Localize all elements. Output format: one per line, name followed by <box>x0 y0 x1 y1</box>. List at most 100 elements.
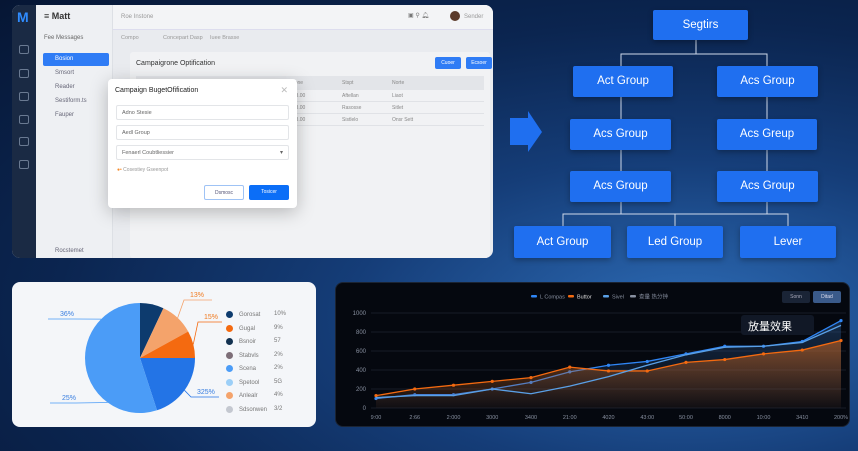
data-point[interactable] <box>645 369 649 373</box>
pie-label: 325% <box>197 389 215 396</box>
flow-root[interactable]: Segtirs <box>653 10 748 40</box>
sidebar-footer[interactable]: Rocstemet <box>55 248 84 254</box>
close-icon[interactable]: ✕ <box>280 85 288 95</box>
leader-line <box>177 299 212 319</box>
y-tick-label: 1000 <box>353 311 367 317</box>
legend-item: Bsnoir 57 <box>226 338 306 345</box>
sidebar: ≡ Matt Fee Messages Bosion Smsort Reader… <box>36 5 113 258</box>
sidebar-item[interactable]: Smsort <box>55 70 75 76</box>
apps-icon[interactable] <box>19 160 29 169</box>
data-point[interactable] <box>684 360 688 364</box>
table-row[interactable]: 303.00 Rasosse Sitlet <box>136 102 484 114</box>
modal-title: Campaign BugetOfification <box>115 87 199 94</box>
note: ●• Cosestiey Gseenpot <box>117 167 168 173</box>
flow-node[interactable]: Acs Group <box>717 66 818 97</box>
detail-button[interactable]: Ditad <box>813 291 841 303</box>
table-row[interactable]: 203.00 Aftellan Liaot <box>136 90 484 102</box>
legend-label[interactable]: L Compas <box>540 295 565 301</box>
box-icon[interactable] <box>19 92 29 101</box>
legend-label[interactable]: 查量 热分钟 <box>639 293 669 301</box>
checklist-icon[interactable] <box>19 137 29 146</box>
data-point[interactable] <box>645 359 649 364</box>
calendar-icon[interactable] <box>19 69 29 78</box>
breadcrumb-item[interactable]: Iuee Brasse <box>210 35 240 41</box>
pie-label: 25% <box>62 395 76 402</box>
avatar[interactable] <box>450 11 460 21</box>
data-point[interactable] <box>413 387 417 391</box>
data-point[interactable] <box>490 379 494 383</box>
flow-node[interactable]: Led Group <box>627 226 723 258</box>
legend-swatch <box>568 295 574 298</box>
flow-node[interactable]: Acs Greup <box>717 119 817 150</box>
zoom-button[interactable]: Sonn <box>782 291 810 303</box>
table-row[interactable]: 203.00 Sistlelo Onsr Sett <box>136 114 484 126</box>
legend-name: Stabvls <box>239 352 259 359</box>
pie-slice[interactable] <box>140 308 189 358</box>
data-point[interactable] <box>723 357 727 362</box>
x-tick-label: 9:00 <box>371 415 382 421</box>
flow-node[interactable]: Acs Group <box>717 171 818 202</box>
data-point[interactable] <box>606 363 611 367</box>
legend-swatch <box>226 405 233 413</box>
legend-value: 4% <box>274 392 283 398</box>
icon-rail: M <box>12 5 36 258</box>
flowchart <box>510 40 789 226</box>
pie-slice[interactable] <box>140 303 164 358</box>
data-point[interactable] <box>839 319 843 323</box>
legend-swatch <box>226 338 233 345</box>
workspace-selector[interactable]: Fee Messages <box>44 35 84 41</box>
flow-node[interactable]: Act Group <box>573 66 673 97</box>
breadcrumb-item[interactable]: Concepart Dasp <box>163 35 203 41</box>
x-tick-label: 50:00 <box>679 415 693 421</box>
sidebar-item[interactable]: Reader <box>55 84 75 90</box>
data-point[interactable] <box>529 376 533 380</box>
table-cell: 203.00 <box>290 117 306 123</box>
data-point[interactable] <box>761 352 766 356</box>
legend-value: 3/2 <box>274 405 283 412</box>
x-tick-label: 200% <box>834 415 848 421</box>
sidebar-item[interactable]: Fauper <box>55 112 75 118</box>
legend-swatch <box>630 295 636 298</box>
data-point[interactable] <box>451 383 456 387</box>
notification-icons[interactable]: ▣ ⚲ 🔔︎ <box>408 13 430 19</box>
user-menu[interactable]: Sender <box>464 14 484 20</box>
pie-slice[interactable] <box>85 358 157 413</box>
pie-label: 15% <box>204 314 218 321</box>
pie-slice[interactable] <box>140 331 195 358</box>
breadcrumb-item[interactable]: Compo <box>121 35 139 41</box>
data-point[interactable] <box>374 394 378 398</box>
chevron-down-icon: ▾ <box>279 150 283 156</box>
x-tick-label: 21:00 <box>563 415 577 421</box>
type-select[interactable]: Fenaerl Coubtliessier ▾ <box>116 145 289 160</box>
primary-button[interactable]: Cuoer <box>435 57 461 69</box>
flow-node[interactable]: Act Group <box>514 226 611 258</box>
data-point[interactable] <box>568 365 572 369</box>
home-icon[interactable] <box>19 45 29 54</box>
confirm-button[interactable]: Tosicer <box>249 185 289 200</box>
grid-icon[interactable] <box>19 115 29 124</box>
legend-swatch <box>603 295 609 298</box>
secondary-button[interactable]: Ecsoer <box>466 57 492 69</box>
legend-label[interactable]: Buttor <box>577 295 592 301</box>
legend-name: Gorosat <box>239 312 261 319</box>
flow-node[interactable]: Lever <box>740 226 836 258</box>
name-field[interactable]: Adno Stesie <box>116 105 289 120</box>
sidebar-item[interactable]: Sestiform.ts <box>55 98 87 104</box>
pie-slice[interactable] <box>140 358 195 411</box>
legend-label[interactable]: Sivel <box>612 295 624 301</box>
series-line[interactable] <box>375 324 842 399</box>
column-header[interactable]: Stspt <box>342 80 354 86</box>
sidebar-item[interactable]: Bosion <box>43 53 109 66</box>
search-input[interactable]: Roe Instone <box>121 14 154 20</box>
data-point[interactable] <box>839 338 843 343</box>
data-point[interactable] <box>800 348 804 352</box>
group-field[interactable]: Aedl Group <box>116 125 289 140</box>
table-cell: Onsr Sett <box>392 117 414 123</box>
column-header[interactable]: Norte <box>392 80 405 86</box>
flow-node[interactable]: Acs Group <box>570 119 671 150</box>
cancel-button[interactable]: Dsmosc <box>204 185 244 200</box>
data-point[interactable] <box>606 369 611 373</box>
pie-slice[interactable] <box>85 303 140 358</box>
flow-node[interactable]: Acs Group <box>570 171 671 202</box>
legend-item: Anlealr 4% <box>226 392 306 399</box>
